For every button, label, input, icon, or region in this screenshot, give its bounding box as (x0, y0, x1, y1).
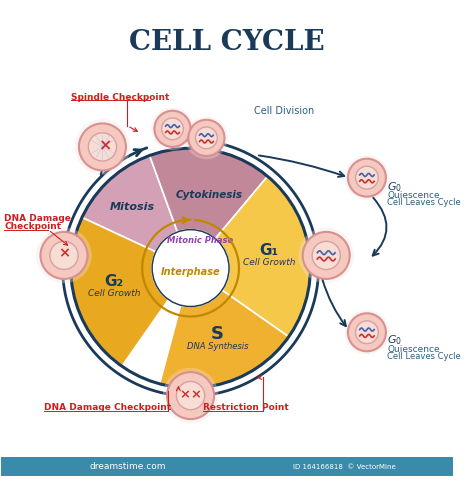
Text: ×: × (191, 388, 201, 401)
Text: DNA Synthesis: DNA Synthesis (187, 342, 248, 351)
Text: dreamstime.com: dreamstime.com (89, 462, 165, 471)
Wedge shape (71, 218, 169, 366)
Circle shape (303, 232, 350, 279)
Circle shape (75, 119, 130, 174)
Text: DNA Damage: DNA Damage (4, 214, 71, 223)
Text: ×: × (98, 138, 111, 154)
Text: S: S (211, 326, 224, 344)
Circle shape (40, 232, 88, 279)
Circle shape (345, 310, 389, 354)
Text: CELL CYCLE: CELL CYCLE (129, 30, 325, 56)
Circle shape (348, 314, 386, 352)
Text: Mitonic Phase: Mitonic Phase (166, 236, 233, 244)
Text: Checkpoint: Checkpoint (4, 222, 62, 231)
Circle shape (167, 372, 214, 419)
Text: Cell Division: Cell Division (254, 106, 314, 116)
Text: $G_0$: $G_0$ (387, 334, 402, 347)
Circle shape (163, 368, 219, 424)
Circle shape (36, 228, 92, 283)
Circle shape (155, 110, 191, 147)
Circle shape (151, 108, 194, 150)
Text: Cell Leaves Cycle: Cell Leaves Cycle (387, 198, 461, 207)
Circle shape (348, 158, 386, 196)
Circle shape (299, 228, 354, 283)
Text: Quiescence: Quiescence (387, 345, 440, 354)
Text: Cytokinesis: Cytokinesis (175, 190, 242, 200)
Text: $G_0$: $G_0$ (387, 180, 402, 194)
Text: G₁: G₁ (259, 243, 279, 258)
Circle shape (176, 382, 205, 409)
Wedge shape (82, 156, 177, 252)
FancyBboxPatch shape (0, 457, 453, 476)
Wedge shape (150, 148, 268, 238)
Circle shape (345, 156, 389, 200)
Text: Interphase: Interphase (161, 266, 220, 276)
Circle shape (152, 230, 229, 306)
Text: Cell Growth: Cell Growth (88, 288, 140, 298)
Text: Cell Growth: Cell Growth (243, 258, 295, 267)
Wedge shape (160, 290, 289, 388)
Circle shape (356, 321, 378, 344)
Text: Quiescence: Quiescence (387, 191, 440, 200)
Wedge shape (215, 176, 310, 337)
Text: Restriction Point: Restriction Point (203, 403, 289, 412)
Circle shape (88, 133, 117, 161)
Text: Spindle Checkpoint: Spindle Checkpoint (71, 92, 169, 102)
Text: Cell Leaves Cycle: Cell Leaves Cycle (387, 352, 461, 361)
Text: ×: × (58, 246, 70, 260)
Circle shape (196, 127, 217, 148)
Circle shape (188, 120, 225, 156)
Text: ID 164166818  © VectorMine: ID 164166818 © VectorMine (293, 464, 396, 469)
Circle shape (356, 166, 378, 189)
Circle shape (162, 118, 183, 140)
Text: ×: × (180, 388, 191, 401)
Text: G₂: G₂ (105, 274, 124, 289)
Circle shape (312, 242, 340, 270)
Circle shape (185, 116, 228, 159)
Circle shape (79, 124, 126, 170)
Circle shape (50, 242, 78, 270)
Text: Mitosis: Mitosis (110, 202, 155, 212)
Text: DNA Damage Checkpoint: DNA Damage Checkpoint (44, 403, 171, 412)
